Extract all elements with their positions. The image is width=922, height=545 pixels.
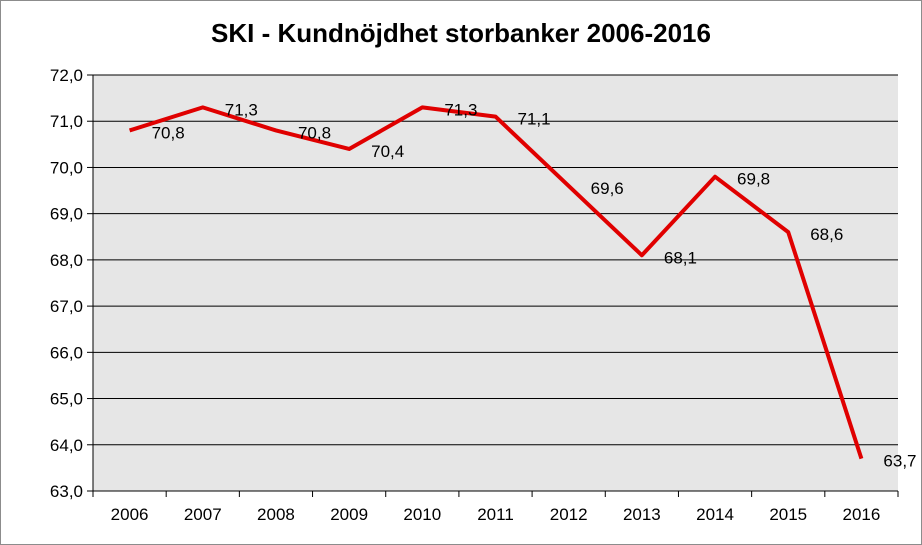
data-label: 68,6 [810,225,843,244]
y-tick-label: 72,0 [50,66,83,85]
y-tick-label: 66,0 [50,343,83,362]
y-tick-label: 71,0 [50,112,83,131]
y-tick-label: 70,0 [50,158,83,177]
plot-area [93,75,898,491]
y-tick-label: 65,0 [50,390,83,409]
x-tick-label: 2015 [769,505,807,524]
y-tick-label: 64,0 [50,436,83,455]
data-label: 71,1 [518,110,551,129]
data-label: 70,4 [371,142,404,161]
x-tick-label: 2006 [111,505,149,524]
y-tick-label: 67,0 [50,297,83,316]
x-tick-label: 2008 [257,505,295,524]
series-line [128,105,864,460]
x-tick-label: 2016 [842,505,880,524]
chart-title: SKI - Kundnöjdhet storbanker 2006-2016 [211,18,711,48]
data-label: 69,6 [591,179,624,198]
y-tick-label: 69,0 [50,205,83,224]
data-label: 63,7 [883,452,916,471]
x-tick-label: 2012 [550,505,588,524]
data-label: 68,1 [664,248,697,267]
y-tick-label: 68,0 [50,251,83,270]
y-tick-label: 63,0 [50,482,83,501]
x-tick-label: 2009 [330,505,368,524]
data-label: 69,8 [737,170,770,189]
data-label: 71,3 [225,100,258,119]
data-label: 70,8 [152,123,185,142]
x-tick-label: 2007 [184,505,222,524]
x-tick-label: 2010 [403,505,441,524]
x-tick-label: 2011 [477,505,514,524]
x-tick-label: 2013 [623,505,661,524]
data-label: 70,8 [298,123,331,142]
x-tick-label: 2014 [696,505,734,524]
data-label: 71,3 [444,100,477,119]
